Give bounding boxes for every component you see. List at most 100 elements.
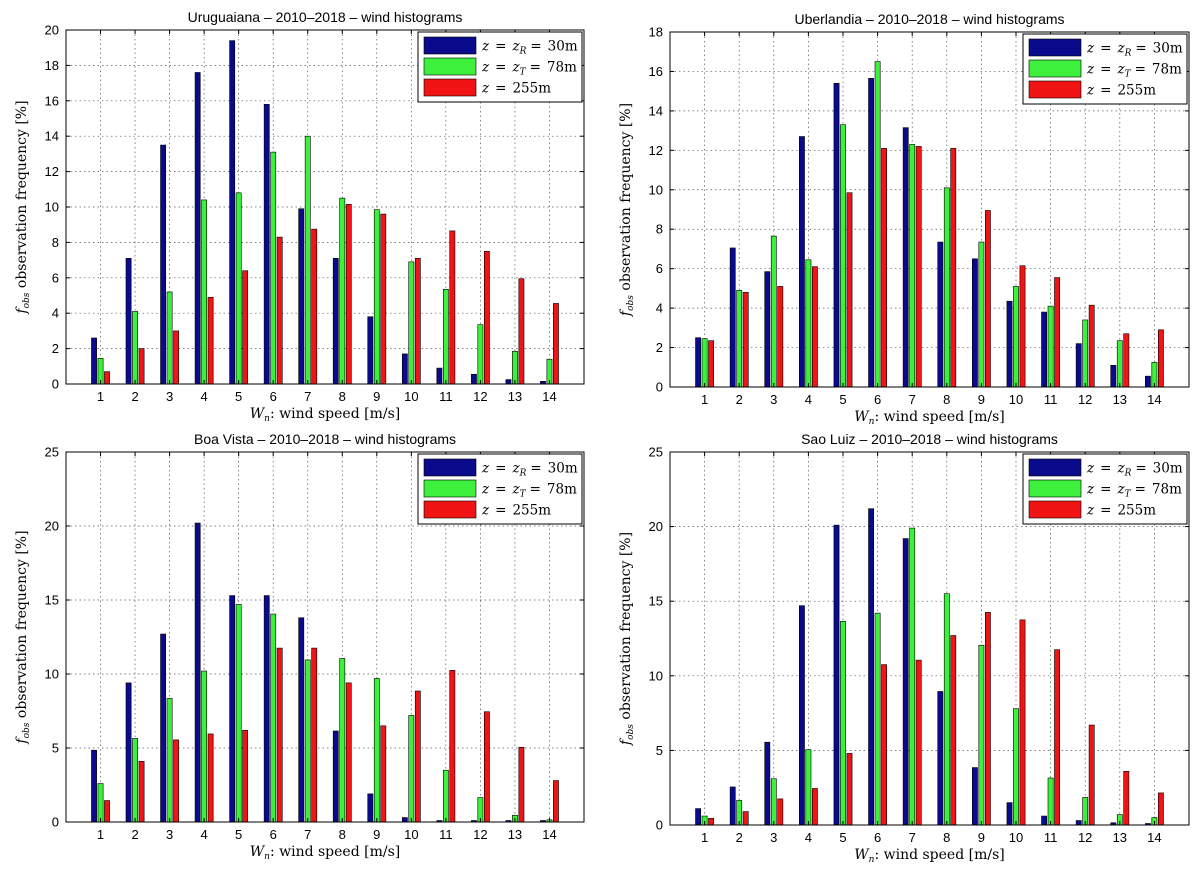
bar-series1-cat13 bbox=[505, 379, 512, 385]
bar-series3-cat14 bbox=[1157, 329, 1164, 388]
x-tick-label: 14 bbox=[542, 827, 556, 842]
bar-series1-cat4 bbox=[799, 605, 805, 826]
y-tick-label: 20 bbox=[45, 519, 59, 534]
bar-series2-cat1 bbox=[701, 338, 708, 388]
y-tick-label: 14 bbox=[45, 129, 59, 144]
bar-series1-cat6 bbox=[263, 595, 270, 823]
bar-series2-cat10 bbox=[1013, 708, 1019, 826]
x-tick-label: 9 bbox=[978, 830, 985, 845]
bar-series3-cat7 bbox=[915, 659, 922, 826]
bar-series2-cat13 bbox=[1116, 340, 1123, 388]
bar-series3-cat8 bbox=[345, 682, 352, 823]
x-tick-label: 3 bbox=[166, 389, 173, 404]
bar-series3-cat7 bbox=[915, 146, 922, 388]
legend-label-3: z = 255m bbox=[481, 81, 551, 97]
bar-series1-cat8 bbox=[332, 730, 339, 823]
bar-series2-cat10 bbox=[408, 715, 415, 823]
bar-series3-cat2 bbox=[138, 761, 145, 823]
bar-series3-cat10 bbox=[414, 258, 421, 385]
bar-series1-cat1 bbox=[91, 749, 97, 823]
legend-label-1: z = zR = 30m bbox=[1086, 461, 1183, 479]
x-axis-label: Wn: wind speed [m/s] bbox=[250, 844, 400, 862]
y-tick-label: 10 bbox=[45, 667, 59, 682]
x-tick-label: 11 bbox=[1044, 830, 1058, 845]
legend-swatch-1 bbox=[1028, 38, 1082, 57]
bar-series1-cat4 bbox=[799, 136, 805, 388]
legend-swatch-2 bbox=[423, 57, 477, 76]
legend-swatch-3 bbox=[423, 78, 477, 97]
bar-series3-cat9 bbox=[984, 612, 991, 826]
legend: z = zR = 30m z = zT = 78m z = 255m bbox=[417, 31, 583, 103]
bar-series2-cat9 bbox=[373, 678, 380, 823]
x-tick-label: 8 bbox=[943, 392, 950, 407]
bar-series3-cat3 bbox=[777, 798, 784, 826]
bar-series3-cat3 bbox=[777, 286, 784, 388]
legend-swatch-2 bbox=[423, 479, 477, 498]
x-tick-label: 3 bbox=[166, 827, 173, 842]
chart-title: Sao Luiz – 2010–2018 – wind histograms bbox=[801, 431, 1058, 447]
y-tick-label: 16 bbox=[45, 93, 59, 108]
x-tick-label: 13 bbox=[1113, 392, 1127, 407]
x-tick-label: 11 bbox=[439, 389, 453, 404]
bar-series2-cat5 bbox=[235, 192, 242, 385]
bar-series2-cat13 bbox=[512, 350, 518, 385]
y-tick-label: 16 bbox=[649, 64, 663, 79]
x-tick-label: 3 bbox=[770, 830, 777, 845]
x-tick-label: 10 bbox=[404, 827, 418, 842]
chart-panel-1: Uruguaiana – 2010–2018 – wind histograms… bbox=[14, 9, 585, 424]
legend-label-2: z = zT = 78m bbox=[481, 482, 577, 500]
bar-series1-cat11 bbox=[1041, 815, 1048, 826]
x-tick-label: 13 bbox=[508, 389, 522, 404]
legend-label-1: z = zR = 30m bbox=[481, 39, 578, 57]
bar-series3-cat13 bbox=[518, 746, 525, 823]
bar-series3-cat3 bbox=[173, 739, 179, 823]
chart-panel-3: Boa Vista – 2010–2018 – wind histograms 0… bbox=[14, 431, 585, 862]
bar-series3-cat5 bbox=[242, 729, 249, 823]
x-tick-label: 5 bbox=[839, 830, 846, 845]
x-tick-label: 14 bbox=[1147, 392, 1161, 407]
bar-series1-cat7 bbox=[902, 127, 909, 388]
bar-series3-cat3 bbox=[173, 330, 179, 385]
y-tick-label: 20 bbox=[649, 519, 663, 534]
x-tick-label: 6 bbox=[874, 830, 881, 845]
y-axis-label: fobs observation frequency [%] bbox=[14, 530, 32, 744]
x-tick-label: 9 bbox=[373, 389, 380, 404]
bar-series2-cat12 bbox=[477, 324, 484, 385]
bar-series2-cat2 bbox=[132, 738, 138, 823]
bar-series3-cat13 bbox=[1123, 770, 1130, 826]
bar-series2-cat5 bbox=[235, 604, 242, 823]
legend-label-3: z = 255m bbox=[1086, 83, 1156, 99]
y-tick-label: 25 bbox=[45, 445, 59, 460]
bar-series2-cat11 bbox=[442, 769, 449, 823]
bar-series2-cat8 bbox=[943, 187, 950, 388]
bar-series3-cat4 bbox=[207, 733, 214, 823]
bar-series1-cat3 bbox=[160, 633, 167, 823]
bar-series1-cat1 bbox=[91, 337, 97, 385]
bar-series2-cat4 bbox=[805, 259, 812, 388]
legend-label-1: z = zR = 30m bbox=[1086, 41, 1183, 59]
y-tick-label: 4 bbox=[656, 301, 663, 316]
bar-series1-cat11 bbox=[1041, 311, 1048, 388]
bar-series3-cat7 bbox=[311, 228, 318, 385]
legend-swatch-2 bbox=[1028, 479, 1082, 498]
legend: z = zR = 30m z = zT = 78m z = 255m bbox=[1022, 33, 1188, 105]
bar-series2-cat1 bbox=[97, 783, 104, 823]
y-tick-label: 8 bbox=[52, 235, 59, 250]
bar-series3-cat12 bbox=[483, 711, 490, 823]
bar-series3-cat6 bbox=[276, 236, 283, 385]
bar-series3-cat10 bbox=[414, 690, 421, 823]
bar-series3-cat4 bbox=[207, 296, 214, 385]
y-tick-label: 5 bbox=[656, 743, 663, 758]
bar-series2-cat3 bbox=[166, 291, 173, 385]
bar-series1-cat5 bbox=[229, 40, 236, 385]
bar-series1-cat7 bbox=[298, 617, 305, 823]
x-tick-label: 10 bbox=[1009, 830, 1023, 845]
bar-series3-cat2 bbox=[138, 348, 145, 385]
plot-frame bbox=[669, 451, 1190, 826]
bar-series1-cat1 bbox=[695, 337, 702, 388]
bar-series2-cat9 bbox=[978, 644, 985, 826]
bar-series2-cat10 bbox=[1013, 286, 1019, 388]
bar-series1-cat9 bbox=[972, 258, 978, 388]
bar-series3-cat9 bbox=[380, 725, 387, 823]
y-tick-label: 20 bbox=[45, 23, 59, 38]
